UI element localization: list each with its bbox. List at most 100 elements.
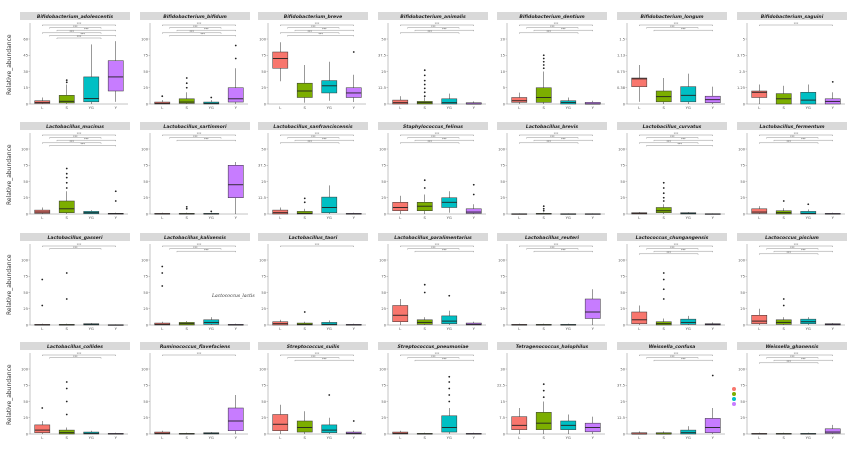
box-yg bbox=[441, 98, 458, 105]
significance-label: *** bbox=[204, 137, 209, 141]
significance-label: *** bbox=[790, 354, 795, 358]
significance-bracket bbox=[526, 27, 579, 29]
x-tick-label: Y bbox=[832, 105, 835, 110]
box-s bbox=[58, 429, 75, 435]
significance-bracket bbox=[766, 137, 819, 139]
facet-strip bbox=[497, 12, 607, 20]
x-tick-label: S bbox=[663, 435, 666, 440]
x-tick-label: S bbox=[663, 105, 666, 110]
significance-label: *** bbox=[197, 352, 202, 356]
outlier-point bbox=[423, 74, 426, 77]
facet-strip bbox=[378, 12, 488, 20]
y-tick-label: 0 bbox=[743, 102, 746, 106]
box-l bbox=[272, 414, 289, 431]
facet-title: Lactobacillus_taori bbox=[289, 235, 338, 241]
significance-label: *** bbox=[311, 24, 316, 28]
y-tick-label: 50 bbox=[381, 291, 386, 295]
x-tick-label: S bbox=[543, 215, 546, 220]
x-tick-label: Y bbox=[473, 435, 476, 440]
significance-bracket bbox=[42, 134, 116, 136]
box-l bbox=[392, 202, 409, 212]
y-tick-label: 75 bbox=[740, 164, 745, 168]
significance-bracket bbox=[519, 142, 579, 144]
facet-strip bbox=[140, 233, 250, 241]
significance-label: *** bbox=[670, 134, 675, 138]
outlier-point bbox=[662, 278, 665, 281]
facet-strip bbox=[20, 122, 130, 130]
significance-bracket bbox=[646, 145, 713, 147]
significance-label: *** bbox=[681, 137, 686, 141]
facet-panel: Lactobacillus_taori 0 25 50 75 100 L S YG Y *** bbox=[258, 233, 368, 331]
facet-title: Tetragenococcus_halophilus bbox=[516, 344, 589, 350]
significance-bracket bbox=[162, 134, 236, 136]
facet-strip bbox=[140, 122, 250, 130]
x-tick-label: S bbox=[186, 326, 189, 331]
significance-label: *** bbox=[69, 30, 74, 34]
facet-strip bbox=[617, 122, 727, 130]
facet-panel: Ruminococcus_flavefaciens 0 25 50 75 100 L S YG Y… bbox=[140, 342, 250, 440]
box-l bbox=[631, 311, 648, 324]
significance-bracket bbox=[639, 245, 713, 247]
significance-label: *** bbox=[193, 245, 198, 249]
y-tick-label: 50 bbox=[740, 400, 745, 404]
box-yg bbox=[680, 318, 697, 325]
box-s bbox=[58, 95, 75, 104]
x-tick-label: Y bbox=[473, 105, 476, 110]
facet-panel: Staphylococcus_felinus 0 25 50 75 100 L S YG Y ***… bbox=[378, 122, 488, 220]
y-tick-label: 0.38 bbox=[617, 86, 626, 90]
significance-label: *** bbox=[786, 140, 791, 144]
y-tick-label: 50 bbox=[261, 147, 266, 151]
outlier-point bbox=[423, 283, 426, 286]
x-tick-label: Y bbox=[353, 435, 356, 440]
x-tick-label: S bbox=[304, 326, 307, 331]
significance-bracket bbox=[294, 140, 354, 142]
significance-bracket bbox=[414, 251, 474, 253]
y-tick-label: 25 bbox=[23, 307, 28, 311]
box-yg bbox=[321, 424, 338, 433]
significance-label: *** bbox=[801, 357, 806, 361]
significance-bracket bbox=[176, 140, 236, 142]
significance-bracket bbox=[56, 30, 116, 32]
outlier-point bbox=[448, 375, 451, 378]
x-tick-label: S bbox=[66, 215, 69, 220]
facet-strip bbox=[20, 342, 130, 350]
x-tick-label: YG bbox=[806, 435, 811, 440]
facet-title: Staphylococcus_felinus bbox=[403, 124, 463, 130]
outlier-point bbox=[662, 298, 665, 300]
significance-bracket bbox=[646, 27, 699, 29]
significance-bracket bbox=[414, 140, 474, 142]
y-tick-label: 25 bbox=[143, 196, 148, 200]
x-tick-label: S bbox=[304, 215, 307, 220]
y-tick-label: 50 bbox=[620, 180, 625, 184]
y-tick-label: 0 bbox=[384, 102, 387, 106]
significance-label: *** bbox=[794, 22, 799, 26]
x-tick-label: YG bbox=[89, 435, 94, 440]
legend-dot-y bbox=[732, 402, 736, 406]
significance-bracket bbox=[400, 134, 474, 136]
significance-bracket bbox=[414, 360, 474, 362]
y-tick-label: 100 bbox=[259, 37, 267, 41]
facet-title: Bifidobacterium_saguini bbox=[761, 14, 824, 20]
x-tick-label: YG bbox=[566, 435, 571, 440]
y-tick-label: 100 bbox=[738, 258, 746, 262]
box-y bbox=[584, 298, 601, 319]
significance-bracket bbox=[287, 27, 340, 29]
facet-strip bbox=[140, 342, 250, 350]
facet-strip bbox=[737, 233, 847, 241]
significance-bracket bbox=[773, 140, 833, 142]
box-l bbox=[511, 97, 528, 103]
x-tick-label: YG bbox=[806, 326, 811, 331]
x-tick-label: YG bbox=[806, 105, 811, 110]
significance-label: *** bbox=[189, 30, 194, 34]
y-tick-label: 50 bbox=[620, 291, 625, 295]
significance-bracket bbox=[653, 140, 713, 142]
box-yg bbox=[800, 211, 817, 215]
outlier-point bbox=[65, 167, 68, 170]
significance-label: *** bbox=[794, 243, 799, 247]
x-tick-label: Y bbox=[592, 105, 595, 110]
outlier-point bbox=[782, 298, 785, 300]
y-tick-label: 75 bbox=[143, 164, 148, 168]
significance-label: *** bbox=[554, 243, 559, 247]
x-tick-label: Y bbox=[712, 435, 715, 440]
x-tick-label: L bbox=[758, 105, 761, 110]
